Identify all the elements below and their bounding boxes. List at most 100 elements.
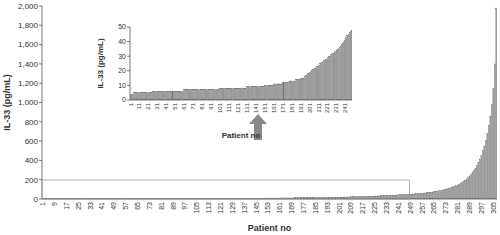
bar (198, 90, 200, 100)
bar (420, 193, 421, 199)
bar (148, 93, 150, 100)
bar (250, 87, 252, 100)
x-tick-label: 71 (190, 102, 196, 109)
bar (494, 64, 495, 199)
bar (466, 179, 467, 199)
x-tick-label: 101 (217, 102, 223, 113)
x-tick-label: 193 (324, 202, 331, 214)
bar (219, 88, 221, 100)
x-tick-label: 161 (271, 102, 277, 113)
bar (392, 195, 393, 199)
bar (310, 71, 312, 100)
bar (202, 90, 204, 100)
bar (429, 192, 430, 199)
bar (204, 90, 206, 100)
bar (296, 80, 298, 100)
y-tick (127, 100, 130, 101)
x-tick-label: 221 (324, 102, 330, 113)
x-tick-label: 89 (170, 202, 177, 210)
bar (439, 191, 440, 199)
x-tick-label: 9 (51, 202, 58, 206)
bar (247, 87, 249, 100)
bar (214, 90, 216, 100)
bar (258, 87, 260, 100)
bar (131, 94, 133, 100)
bar (316, 66, 318, 100)
bar (229, 88, 231, 100)
bar (295, 80, 297, 100)
y-tick (39, 199, 42, 200)
y-tick (39, 25, 42, 26)
bar (475, 168, 476, 199)
bar (216, 90, 218, 100)
bar (176, 91, 178, 100)
bar (239, 88, 241, 100)
bar (377, 196, 378, 199)
bar (206, 90, 208, 100)
bar (309, 72, 311, 100)
bar (136, 93, 138, 100)
bar (277, 84, 279, 100)
x-tick-label: 265 (430, 202, 437, 214)
bar (175, 91, 177, 100)
bar (228, 88, 230, 100)
bar (180, 91, 182, 100)
bar (478, 162, 479, 199)
x-tick-label: 241 (342, 102, 348, 113)
bar (154, 91, 156, 100)
bar (161, 91, 163, 100)
bar (328, 56, 330, 100)
x-tick-label: 1 (128, 102, 134, 106)
bar (335, 50, 337, 100)
y-tick (39, 141, 42, 142)
bar (493, 88, 494, 199)
bar (200, 90, 202, 100)
bar (276, 84, 278, 100)
bar (441, 190, 442, 199)
bar (182, 91, 184, 100)
bar (230, 88, 232, 100)
bar (177, 91, 179, 100)
bars (130, 30, 352, 100)
bar (267, 85, 269, 100)
bar (189, 90, 191, 100)
bar (173, 91, 175, 100)
bar (227, 88, 229, 100)
y-tick (127, 41, 130, 42)
bar (238, 88, 240, 100)
bar (284, 82, 286, 100)
bar (256, 87, 258, 100)
bar (144, 93, 146, 100)
bar (234, 88, 236, 100)
bar (197, 90, 199, 100)
bar (334, 52, 336, 100)
bar (186, 90, 188, 100)
bar (252, 87, 254, 100)
bar (253, 87, 255, 100)
bar (231, 88, 233, 100)
x-axis-label: Patient no (222, 131, 261, 140)
x-tick-label: 161 (276, 202, 283, 214)
bar (393, 195, 394, 199)
bar (233, 88, 235, 100)
bar (179, 91, 181, 100)
bar (224, 88, 226, 100)
bar (156, 91, 158, 100)
bar (448, 188, 449, 199)
bar (188, 90, 190, 100)
bar (165, 91, 167, 100)
bar (138, 93, 140, 100)
bar (300, 78, 302, 100)
y-tick (127, 70, 130, 71)
bar (280, 84, 282, 100)
bar (463, 182, 464, 199)
bar (268, 85, 270, 100)
x-tick-label: 1 (39, 202, 46, 206)
bar (172, 91, 174, 100)
x-tick-label: 49 (110, 202, 117, 210)
bar (159, 91, 161, 100)
bar (267, 85, 269, 100)
x-tick-label: 141 (253, 102, 259, 113)
bar (368, 196, 369, 199)
bar (145, 93, 147, 100)
